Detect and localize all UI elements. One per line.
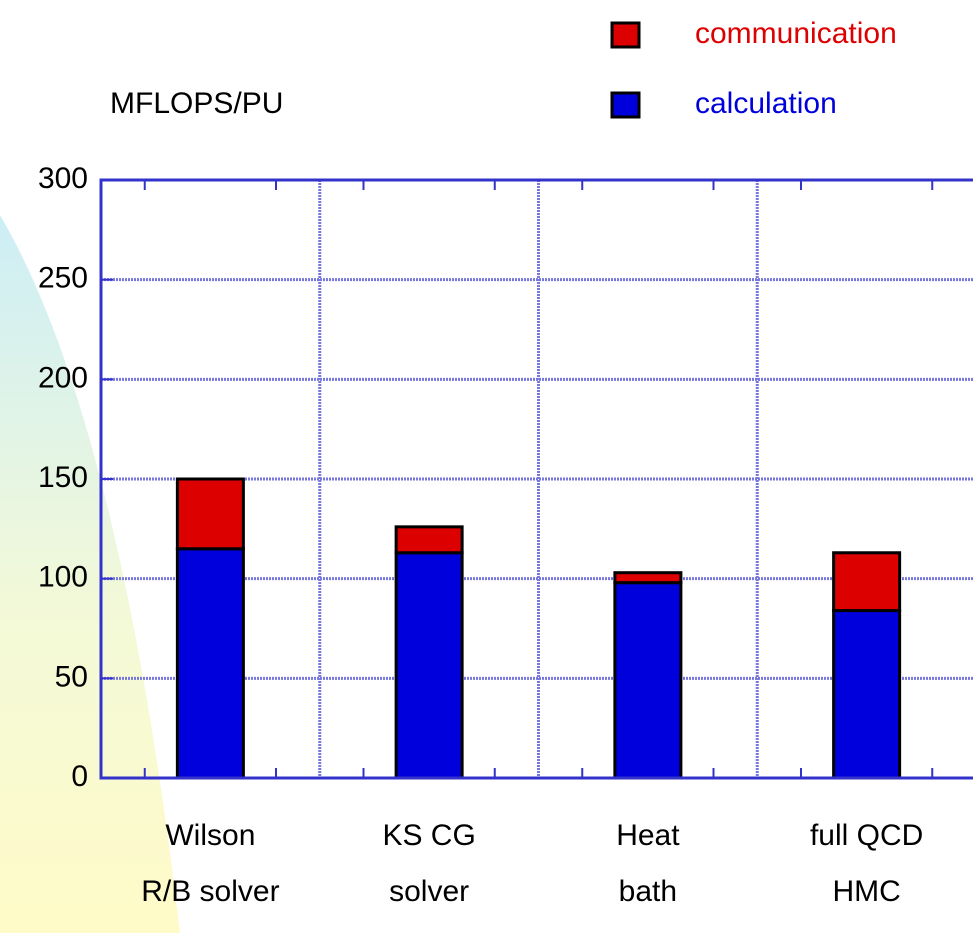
- legend: communication calculation: [610, 17, 897, 120]
- y-tick-label: 0: [71, 760, 88, 793]
- y-tick-label: 150: [38, 461, 88, 494]
- bar-segment: [175, 477, 245, 551]
- plot-area: [99, 178, 973, 780]
- x-tick-label: HMC: [832, 875, 900, 908]
- x-tick-label: R/B solver: [141, 875, 279, 908]
- x-tick-label: bath: [619, 875, 677, 908]
- legend-swatch: [610, 21, 641, 49]
- y-tick-label: 250: [38, 262, 88, 295]
- x-tick-label: Heat: [616, 819, 680, 852]
- bar-segment: [394, 525, 464, 555]
- plot-frame: [99, 178, 973, 780]
- bar-segment: [832, 551, 902, 613]
- legend-label: calculation: [695, 87, 837, 120]
- bar-segment: [613, 571, 683, 585]
- bar-segment: [613, 581, 683, 780]
- bar-segment: [832, 609, 902, 780]
- x-tick-label: solver: [389, 875, 469, 908]
- x-tick-label: full QCD: [810, 819, 923, 852]
- bar-segment: [394, 551, 464, 780]
- y-tick-label: 200: [38, 361, 88, 394]
- bar-segment: [175, 547, 245, 780]
- y-tick-label: 100: [38, 561, 88, 594]
- legend-swatch: [610, 91, 641, 119]
- y-tick-label: 50: [55, 660, 88, 693]
- y-axis-label: MFLOPS/PU: [110, 87, 283, 120]
- x-tick-label: KS CG: [382, 819, 475, 852]
- x-tick-label: Wilson: [165, 819, 255, 852]
- legend-label: communication: [695, 17, 897, 50]
- background-shape: [0, 215, 180, 933]
- y-tick-label: 300: [38, 162, 88, 195]
